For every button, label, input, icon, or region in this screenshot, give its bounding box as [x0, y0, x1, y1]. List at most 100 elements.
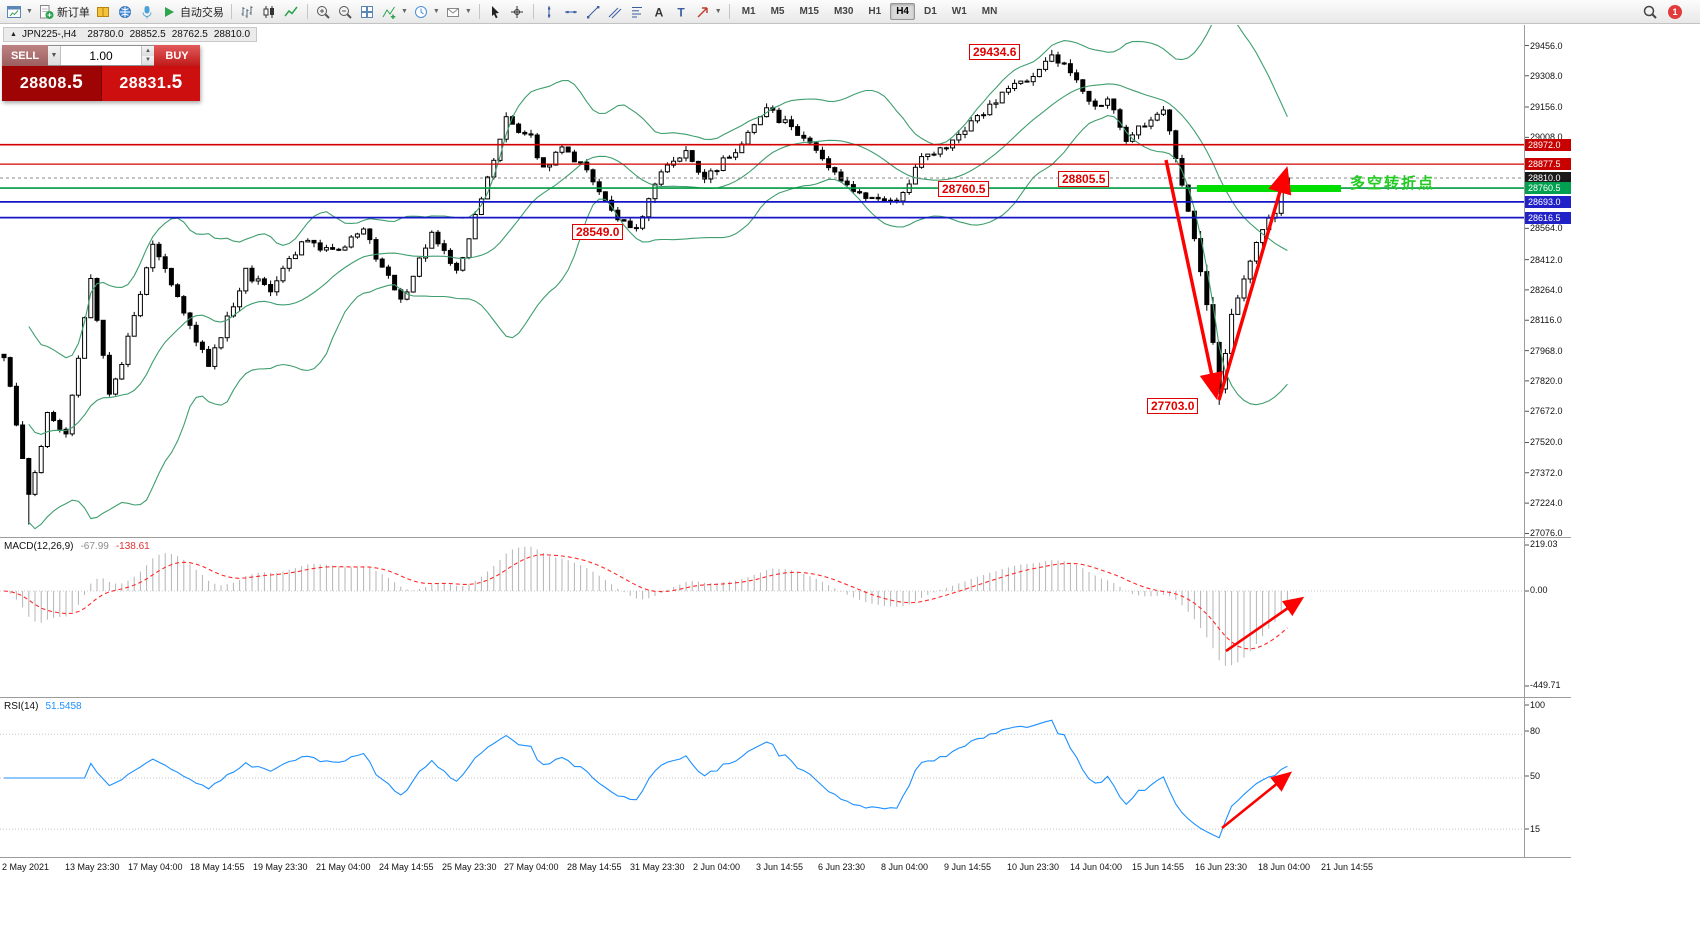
charts-menu-icon[interactable]: ▼	[4, 2, 35, 22]
price-tag: 28810.0	[1525, 172, 1571, 184]
timeframe-button-h4[interactable]: H4	[890, 3, 915, 20]
price-axis-label: 27520.0	[1530, 437, 1563, 447]
buy-price-button[interactable]: 28831.5	[101, 66, 200, 101]
zoom-in-icon[interactable]	[313, 2, 334, 22]
low-value: 28762.5	[171, 29, 208, 40]
time-axis-label: 16 Jun 23:30	[1195, 862, 1248, 872]
macd-label: MACD(12,26,9) -67.99 -138.61	[4, 541, 150, 552]
rsi-axis-label: 50	[1530, 771, 1541, 781]
timeframe-button-m15[interactable]: M15	[799, 6, 819, 17]
sell-price-button[interactable]: 28808.5	[2, 66, 102, 101]
timeframe-button-m1[interactable]: M1	[741, 6, 756, 17]
time-axis-label: 15 Jun 14:55	[1132, 862, 1185, 872]
price-axis-label: 27076.0	[1530, 528, 1563, 538]
price-callout[interactable]: 28549.0	[572, 224, 624, 240]
trendline-tool-icon[interactable]	[583, 2, 604, 22]
spin-down-icon[interactable]: ▼	[142, 55, 154, 65]
price-tag: 28972.0	[1525, 139, 1571, 151]
spin-up-icon[interactable]: ▲	[142, 46, 154, 56]
time-axis-label: 21 May 04:00	[316, 862, 371, 872]
timeframe-button-h1[interactable]: H1	[868, 6, 882, 17]
time-axis-label: 2 May 2021	[2, 862, 50, 872]
toolbar-separator	[478, 4, 480, 19]
periods-menu-icon[interactable]: ▼	[411, 2, 442, 22]
panel-separator[interactable]	[0, 697, 1571, 698]
cursor-tool-icon[interactable]	[485, 2, 506, 22]
toolbar-separator	[532, 4, 534, 19]
ohlc-readout: 28780.0 28852.5 28762.5 28810.0	[81, 29, 250, 40]
time-axis-label: 3 Jun 14:55	[756, 862, 804, 872]
price-axis-label: 28116.0	[1530, 315, 1562, 325]
candlestick-mode-icon[interactable]	[259, 2, 280, 22]
price-axis-label: 28564.0	[1530, 223, 1563, 233]
timeframe-button-mn[interactable]: MN	[981, 6, 998, 17]
label-tool-icon[interactable]: T	[671, 2, 692, 22]
tile-windows-icon[interactable]	[357, 2, 378, 22]
crosshair-tool-icon[interactable]	[507, 2, 528, 22]
open-value: 28780.0	[87, 29, 124, 40]
market-watch-icon[interactable]	[93, 2, 114, 22]
arrows-tool-icon[interactable]: ▼	[693, 2, 724, 22]
price-callout[interactable]: 29434.6	[969, 44, 1021, 60]
panel-separator[interactable]	[0, 537, 1571, 538]
price-axis-label: 27372.0	[1530, 468, 1563, 478]
toolbar-separator	[306, 4, 308, 19]
search-icon[interactable]	[1639, 2, 1660, 22]
templates-icon[interactable]: ▼	[443, 2, 474, 22]
collapse-triangle-icon[interactable]: ▲	[10, 31, 17, 38]
vertical-line-tool-icon[interactable]	[539, 2, 560, 22]
sell-button[interactable]: SELL	[2, 45, 48, 66]
toolbar: ▼ 新订单 自动交易 ▼ ▼ ▼ A T ▼ M1 M5 M15 M30 H1 H4 D1 W1 MN 1	[0, 0, 1700, 24]
autotrade-button[interactable]: 自动交易	[159, 2, 226, 22]
channel-tool-icon[interactable]	[605, 2, 626, 22]
price-axis-label: 27672.0	[1530, 406, 1563, 416]
time-axis-label: 14 Jun 04:00	[1070, 862, 1123, 872]
text-tool-icon[interactable]: A	[649, 2, 670, 22]
toolbar-separator	[230, 4, 232, 19]
time-axis-label: 2 Jun 04:00	[693, 862, 741, 872]
price-axis-label: 29308.0	[1530, 71, 1563, 81]
rsi-axis-label: 15	[1530, 824, 1541, 834]
new-order-button[interactable]: 新订单	[36, 2, 92, 22]
price-axis-label: 29156.0	[1530, 102, 1563, 112]
chart-plot-area[interactable]	[0, 25, 1524, 537]
time-axis-label: 10 Jun 23:30	[1007, 862, 1060, 872]
price-callout[interactable]: 27703.0	[1147, 398, 1199, 414]
price-axis-label: 29008.0	[1530, 132, 1563, 142]
timeframe-button-d1[interactable]: D1	[924, 6, 937, 17]
horizontal-line-tool-icon[interactable]	[561, 2, 582, 22]
dropdown-caret-icon: ▼	[714, 8, 722, 15]
line-chart-mode-icon[interactable]	[281, 2, 302, 22]
price-tag: 28877.5	[1525, 158, 1571, 170]
time-axis-label: 18 May 14:55	[190, 862, 245, 872]
data-window-icon[interactable]	[115, 2, 136, 22]
volume-stepper[interactable]: ▲ ▼	[141, 46, 154, 65]
volume-input[interactable]: 1.00	[89, 48, 113, 63]
bar-chart-mode-icon[interactable]	[237, 2, 258, 22]
price-axis-label: 28264.0	[1530, 285, 1563, 295]
price-tag: 28693.0	[1525, 196, 1571, 208]
one-click-trading-panel: SELL ▼ 1.00 ▲ ▼ BUY 28808.5 28831.5	[2, 45, 200, 101]
time-axis-label: 8 Jun 04:00	[881, 862, 929, 872]
timeframe-button-m30[interactable]: M30	[833, 6, 854, 17]
notification-badge[interactable]: 1	[1668, 4, 1682, 19]
time-axis-label: 27 May 04:00	[504, 862, 559, 872]
add-indicator-icon[interactable]: ▼	[379, 2, 410, 22]
macd-axis-label: -449.71	[1530, 680, 1561, 690]
dropdown-caret-icon: ▼	[400, 8, 408, 15]
time-axis-label: 25 May 23:30	[442, 862, 497, 872]
timeframe-button-w1[interactable]: W1	[951, 6, 967, 17]
buy-button[interactable]: BUY	[154, 45, 200, 66]
price-tag: 28760.5	[1525, 182, 1571, 194]
volume-dropdown-icon[interactable]: ▼	[48, 46, 61, 65]
timeframe-button-m5[interactable]: M5	[770, 6, 785, 17]
time-axis-label: 19 May 23:30	[253, 862, 308, 872]
annotation-text: 多空转折点	[1350, 175, 1436, 192]
zoom-out-icon[interactable]	[335, 2, 356, 22]
time-axis-label: 18 Jun 04:00	[1258, 862, 1311, 872]
navigator-icon[interactable]	[137, 2, 158, 22]
macd-axis-label: 0.00	[1530, 585, 1548, 595]
price-callout[interactable]: 28805.5	[1058, 171, 1110, 187]
fibonacci-tool-icon[interactable]	[627, 2, 648, 22]
price-callout[interactable]: 28760.5	[938, 181, 990, 197]
